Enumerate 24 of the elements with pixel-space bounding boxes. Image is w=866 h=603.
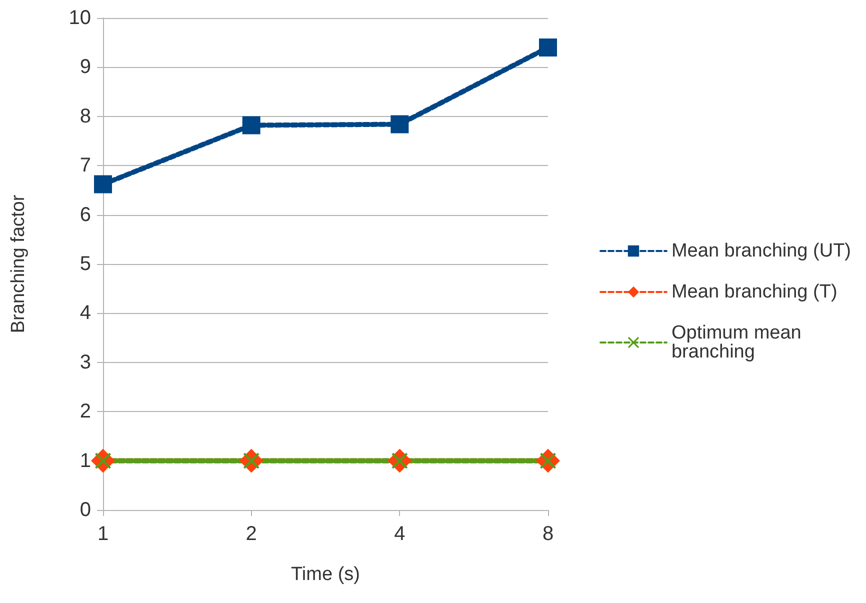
x-tick-label: 8 bbox=[542, 523, 554, 545]
y-tick-label: 6 bbox=[80, 204, 91, 226]
point bbox=[242, 116, 260, 134]
legend-label: Mean branching (UT) bbox=[671, 240, 852, 262]
y-axis-title: Branching factor bbox=[8, 194, 29, 334]
point bbox=[539, 38, 557, 57]
point bbox=[390, 115, 409, 134]
y-tick-label: 7 bbox=[80, 154, 91, 177]
y-tick-label: 4 bbox=[80, 302, 91, 324]
y-tick-label: 8 bbox=[80, 105, 91, 128]
x-tick-label: 4 bbox=[394, 523, 406, 545]
y-tick-label: 5 bbox=[80, 253, 91, 275]
point bbox=[94, 175, 112, 194]
x-tick-label: 1 bbox=[97, 523, 109, 545]
x-axis-title: Time (s) bbox=[291, 564, 360, 585]
y-tick-label: 3 bbox=[80, 351, 91, 374]
y-tick-label: 2 bbox=[80, 400, 91, 423]
y-tick-label: 0 bbox=[80, 499, 91, 521]
x-tick-label: 2 bbox=[246, 523, 257, 545]
y-tick-label: 10 bbox=[68, 7, 91, 29]
legend-label: Optimum mean branching bbox=[671, 322, 807, 362]
y-tick-label: 9 bbox=[80, 56, 91, 78]
legend-label: Mean branching (T) bbox=[671, 282, 838, 302]
y-tick-label: 1 bbox=[80, 450, 91, 472]
